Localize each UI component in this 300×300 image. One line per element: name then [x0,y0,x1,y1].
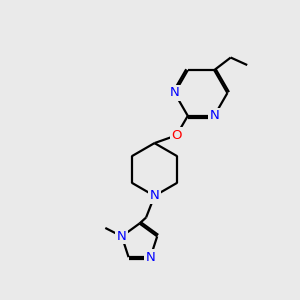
Text: N: N [170,86,179,100]
Text: N: N [117,230,127,243]
Text: N: N [150,189,159,203]
Text: N: N [146,250,155,264]
Text: N: N [209,110,219,122]
Text: O: O [171,129,182,142]
